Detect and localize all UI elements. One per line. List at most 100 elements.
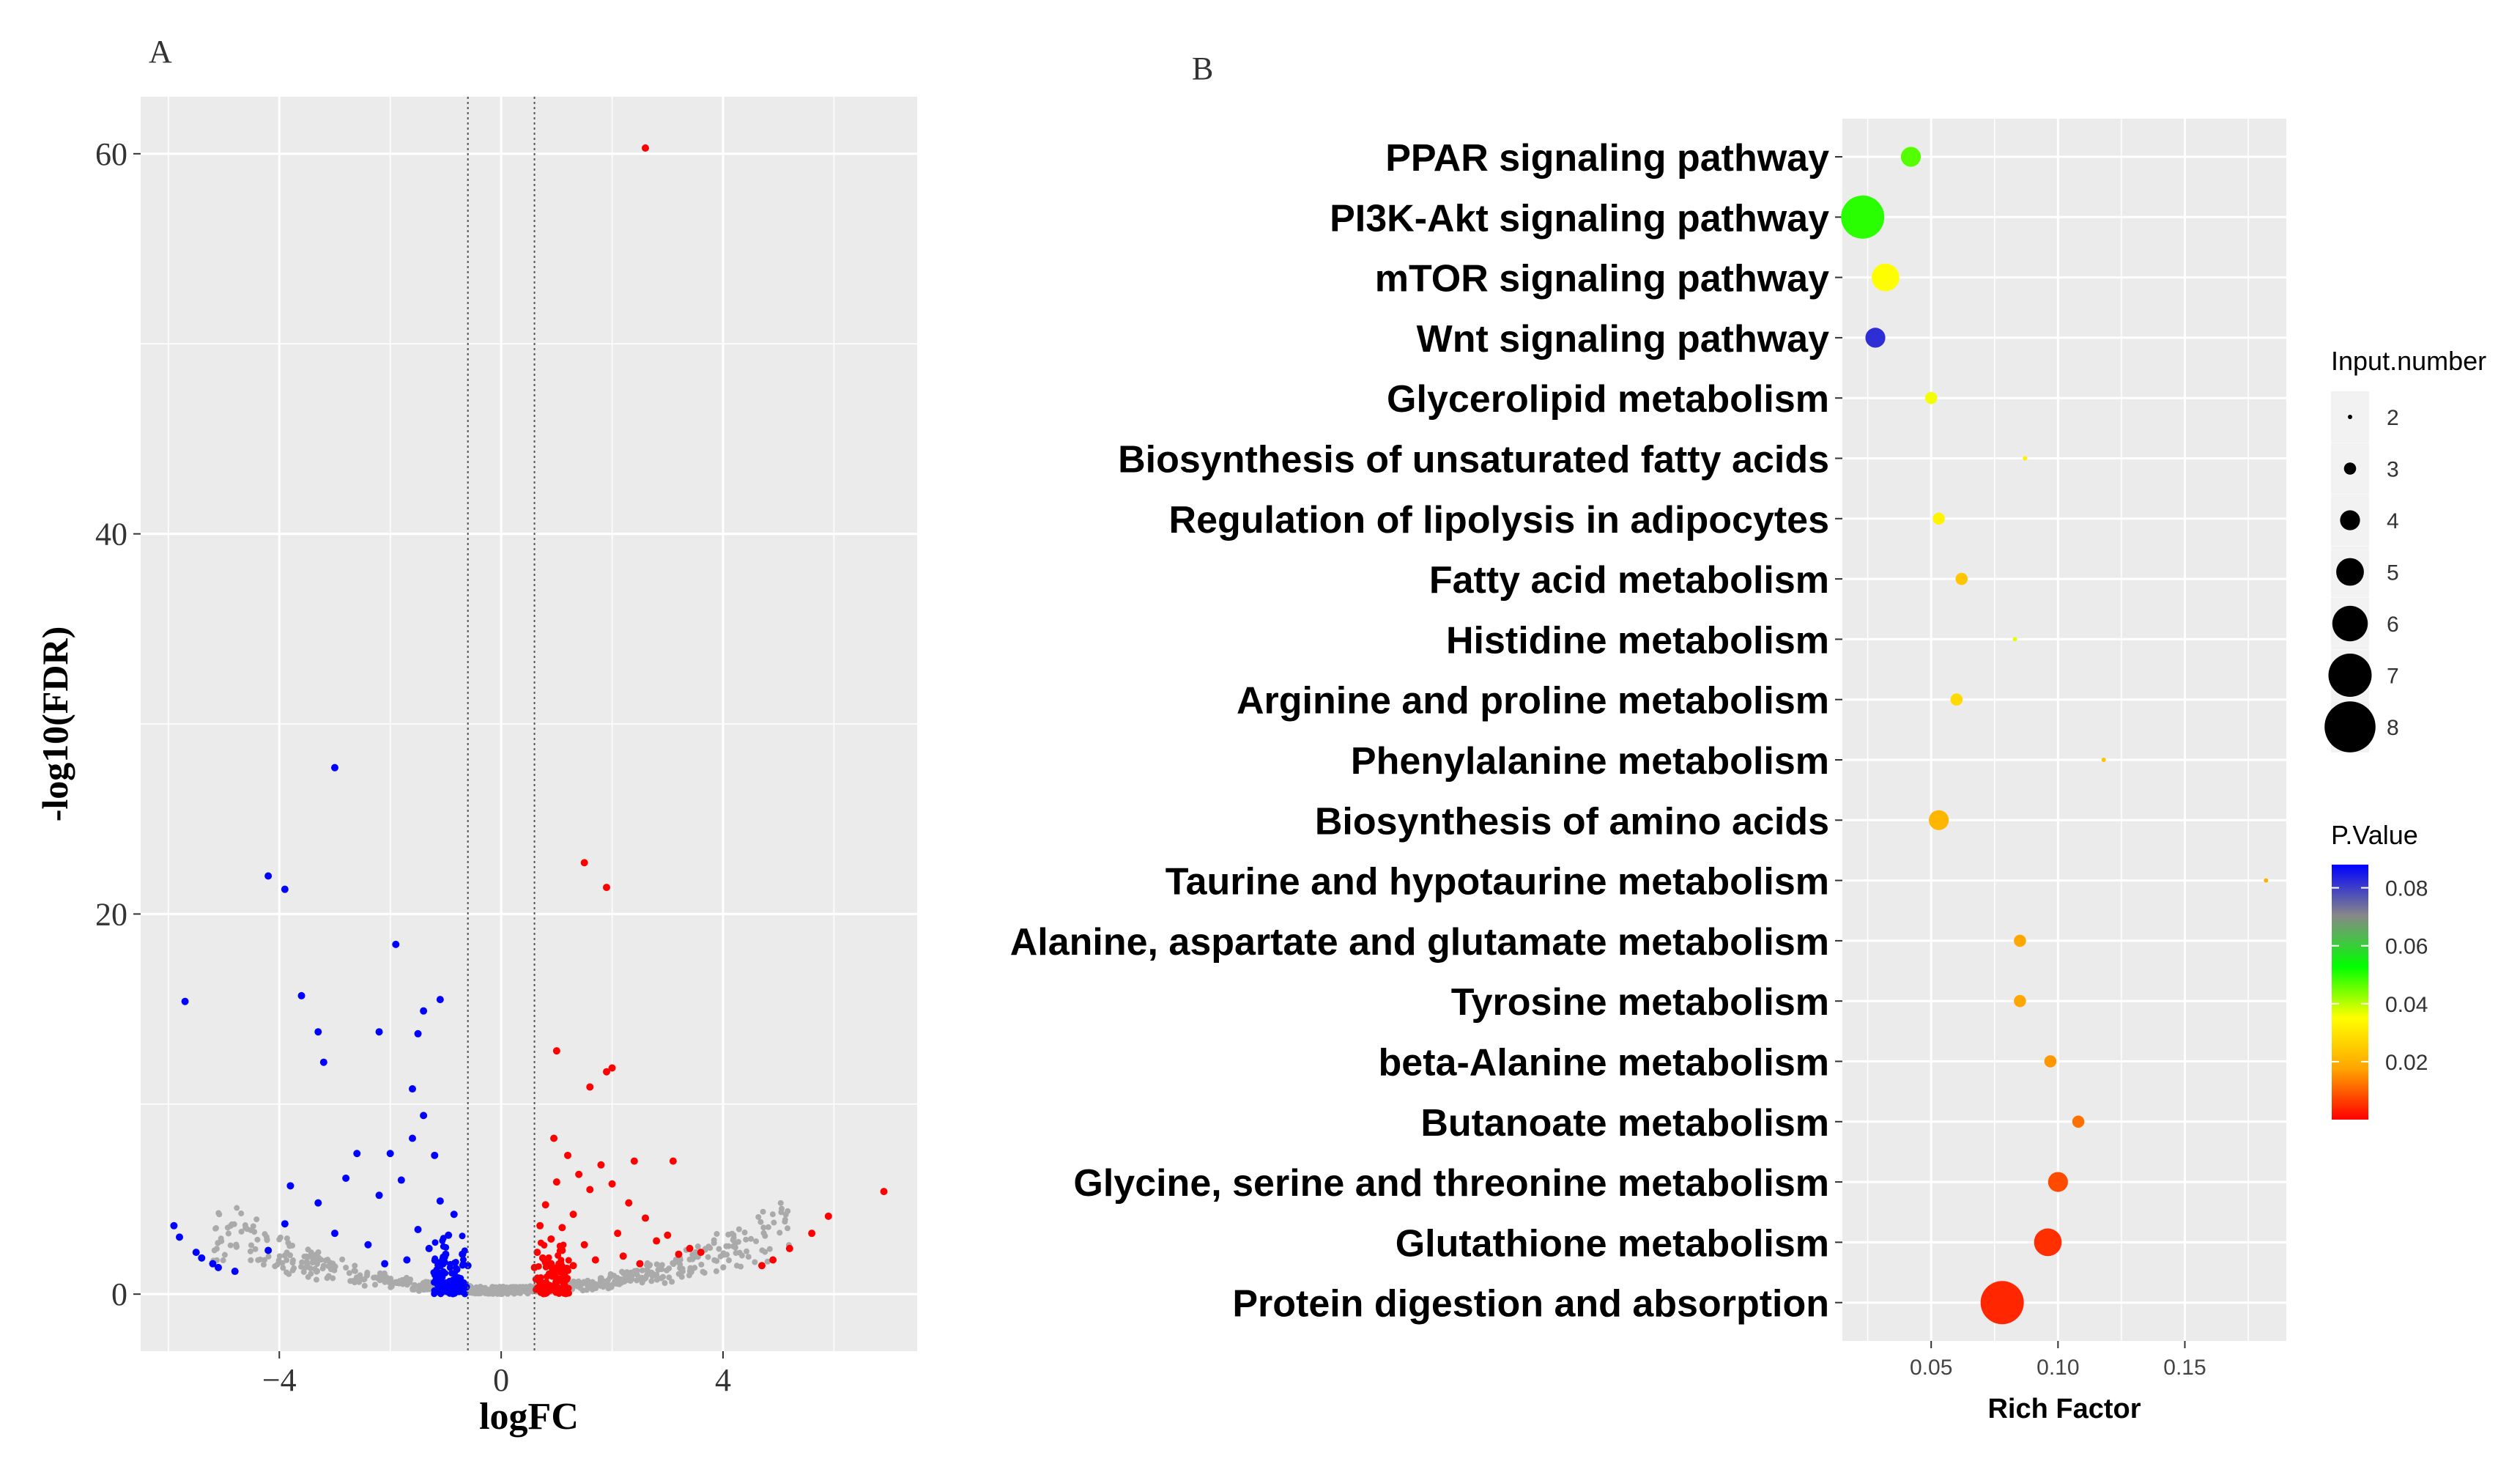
volcano-x-axis-label: logFC — [479, 1396, 579, 1438]
volcano-point-up — [675, 1250, 683, 1258]
volcano-point-up — [550, 1134, 558, 1142]
volcano-point-ns — [777, 1230, 783, 1236]
pathway-label: beta-Alanine metabolism — [1379, 1042, 1829, 1084]
volcano-point-ns — [481, 1288, 487, 1295]
volcano-point-down — [414, 1029, 422, 1038]
volcano-point-ns — [318, 1257, 325, 1263]
volcano-point-up — [533, 1249, 541, 1257]
volcano-point-ns — [670, 1260, 676, 1266]
volcano-point-down — [464, 1262, 472, 1270]
volcano-point-ns — [247, 1248, 253, 1254]
volcano-point-ns — [234, 1243, 240, 1250]
volcano-point-ns — [639, 1267, 645, 1273]
volcano-point-ns — [723, 1243, 730, 1249]
color-legend-bar — [2332, 865, 2368, 1120]
volcano-point-ns — [778, 1205, 785, 1212]
pathway-label: Tyrosine metabolism — [1451, 981, 1829, 1024]
pathway-label: Alanine, aspartate and glutamate metabol… — [1010, 921, 1829, 964]
volcano-point-ns — [330, 1266, 336, 1273]
volcano-point-ns — [760, 1208, 766, 1215]
size-legend-dot — [2348, 415, 2352, 419]
volcano-point-ns — [666, 1265, 672, 1272]
volcano-point-ns — [324, 1275, 330, 1282]
volcano-point-up — [642, 144, 649, 152]
volcano-point-ns — [284, 1235, 290, 1242]
volcano-point-ns — [598, 1283, 604, 1290]
volcano-point-up — [541, 1201, 549, 1209]
volcano-point-up — [555, 1276, 563, 1284]
volcano-point-ns — [290, 1257, 297, 1264]
volcano-point-ns — [255, 1257, 262, 1263]
volcano-point-up — [557, 1260, 565, 1267]
pathway-label: Regulation of lipolysis in adipocytes — [1169, 499, 1829, 541]
volcano-point-down — [442, 1250, 450, 1258]
volcano-point-ns — [234, 1205, 240, 1211]
volcano-point-ns — [302, 1265, 308, 1271]
volcano-point-ns — [692, 1265, 698, 1271]
volcano-point-ns — [215, 1210, 222, 1216]
volcano-point-ns — [301, 1253, 308, 1260]
bubble-point — [2048, 1172, 2068, 1192]
volcano-point-down — [181, 997, 189, 1005]
volcano-point-ns — [472, 1290, 478, 1297]
volcano-point-ns — [486, 1290, 492, 1297]
volcano-point-ns — [666, 1274, 672, 1281]
volcano-point-ns — [372, 1282, 379, 1288]
volcano-point-up — [547, 1235, 555, 1243]
pathway-label: Biosynthesis of amino acids — [1315, 800, 1829, 843]
volcano-point-down — [342, 1174, 350, 1182]
volcano-point-down — [281, 1220, 289, 1228]
volcano-y-axis-label: -log10(FDR) — [34, 626, 75, 822]
bubble-point — [1980, 1281, 2024, 1325]
volcano-point-ns — [769, 1211, 776, 1218]
volcano-point-ns — [384, 1275, 390, 1282]
volcano-point-ns — [357, 1272, 363, 1279]
volcano-point-ns — [577, 1284, 584, 1291]
volcano-point-ns — [662, 1280, 668, 1287]
volcano-point-ns — [583, 1287, 590, 1293]
volcano-point-down — [215, 1263, 222, 1271]
volcano-point-down — [331, 1230, 338, 1238]
bubble-point — [1932, 512, 1945, 525]
volcano-point-ns — [309, 1259, 316, 1265]
volcano-point-ns — [677, 1261, 683, 1268]
volcano-point-ns — [227, 1242, 234, 1249]
volcano-point-ns — [352, 1262, 358, 1269]
volcano-point-up — [552, 1047, 560, 1055]
volcano-point-ns — [343, 1264, 349, 1271]
volcano-point-up — [580, 1241, 588, 1249]
volcano-point-ns — [351, 1268, 357, 1274]
pathway-label: Glutathione metabolism — [1396, 1222, 1829, 1265]
color-legend-label: 0.06 — [2385, 935, 2428, 959]
volcano-point-down — [459, 1232, 466, 1240]
volcano-point-up — [569, 1262, 577, 1270]
volcano-point-ns — [660, 1273, 667, 1280]
volcano-point-ns — [589, 1279, 596, 1285]
volcano-point-ns — [313, 1276, 319, 1283]
volcano-points — [170, 144, 888, 1298]
volcano-point-ns — [291, 1265, 297, 1271]
volcano-point-ns — [399, 1279, 406, 1285]
volcano-point-down — [452, 1259, 459, 1266]
size-legend: Input.number 2 3 4 5 6 7 8 — [2324, 346, 2486, 753]
volcano-point-up — [591, 1256, 599, 1264]
volcano-point-down — [420, 1112, 428, 1120]
volcano-point-up — [608, 1180, 616, 1188]
volcano-point-up — [565, 1257, 572, 1264]
volcano-point-up — [558, 1224, 566, 1232]
volcano-point-ns — [726, 1257, 733, 1264]
volcano-point-down — [442, 1270, 449, 1277]
volcano-point-down — [445, 1231, 453, 1239]
volcano-point-ns — [615, 1276, 622, 1283]
bubble-point — [1950, 693, 1963, 706]
pathway-label: Glycerolipid metabolism — [1387, 378, 1829, 421]
volcano-point-ns — [305, 1246, 311, 1253]
volcano-point-down — [176, 1233, 183, 1241]
volcano-point-up — [563, 1265, 570, 1272]
volcano-point-ns — [759, 1247, 766, 1254]
volcano-point-down — [446, 1281, 453, 1288]
volcano-point-ns — [732, 1241, 738, 1247]
